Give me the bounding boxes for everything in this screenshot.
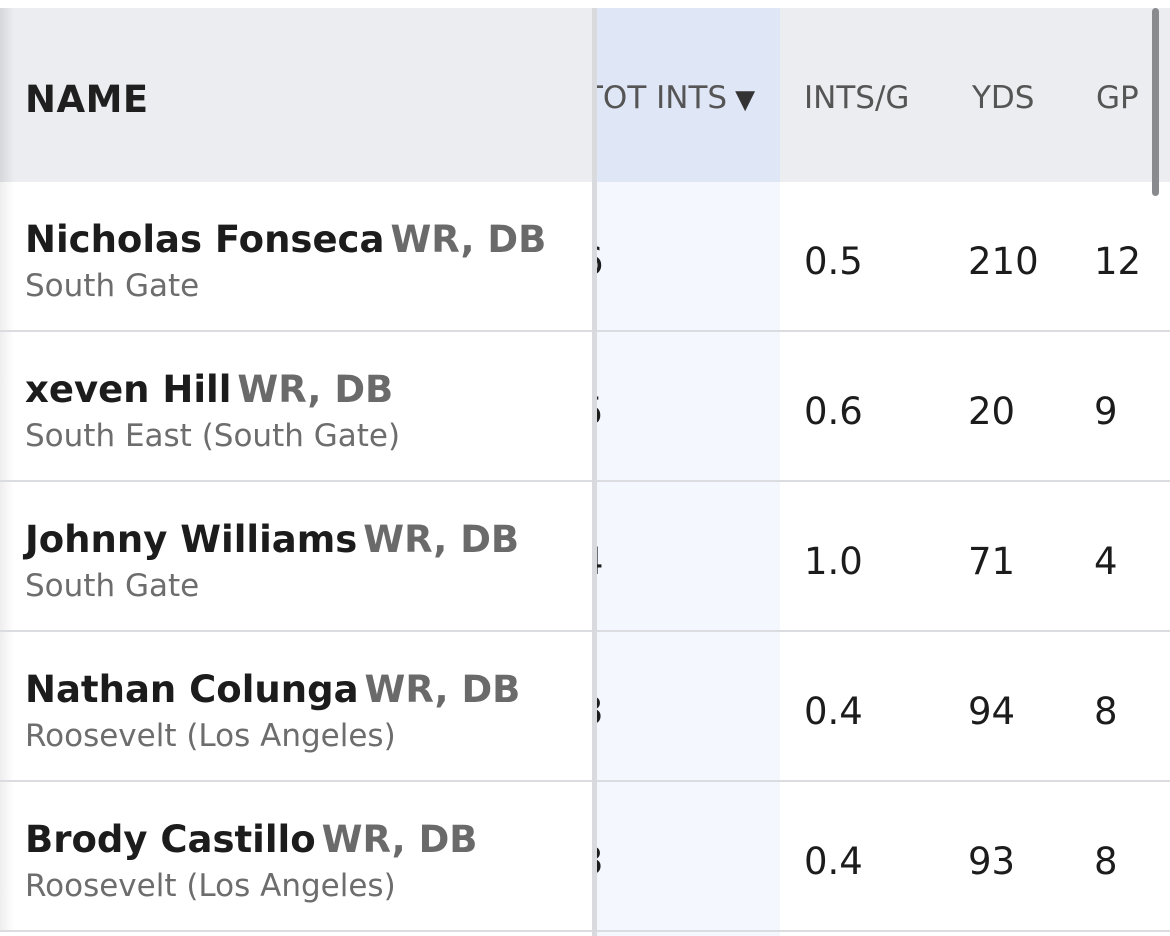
cell-tot-ints: 6 (596, 240, 610, 283)
table-row[interactable]: xeven Hill WR, DB South East (South Gate)… (0, 332, 1170, 482)
cell-ints-per-game: 0.4 (804, 840, 863, 883)
cell-tot-ints: 3 (596, 690, 610, 733)
player-name[interactable]: Brody Castillo (25, 818, 316, 861)
player-name-line: Johnny Williams WR, DB (25, 518, 519, 561)
player-school: South East (South Gate) (25, 418, 401, 454)
column-header-ints-per-game[interactable]: INTS/G (804, 80, 910, 116)
player-school: Roosevelt (Los Angeles) (25, 718, 396, 754)
horizontal-scrollbar[interactable] (1152, 8, 1159, 196)
frozen-column-divider (592, 8, 597, 936)
stats-table: NAME TOT INTS ▼ INTS/G YDS GP Nicholas Fo… (0, 8, 1170, 936)
player-name[interactable]: Johnny Williams (25, 518, 358, 561)
player-position: WR, DB (390, 218, 547, 261)
cell-gp: 8 (1094, 840, 1118, 883)
cell-tot-ints: 5 (596, 390, 610, 433)
cell-yds: 210 (968, 240, 1039, 283)
player-position: WR, DB (237, 368, 394, 411)
sorted-column-header-bg (596, 8, 780, 182)
column-header-name[interactable]: NAME (25, 78, 149, 121)
player-school: South Gate (25, 268, 200, 304)
player-position: WR, DB (363, 518, 520, 561)
cell-ints-per-game: 0.5 (804, 240, 863, 283)
cell-ints-per-game: 0.4 (804, 690, 863, 733)
player-position: WR, DB (364, 668, 521, 711)
cell-gp: 8 (1094, 690, 1118, 733)
cell-tot-ints: 3 (596, 840, 610, 883)
top-gap (0, 0, 1170, 8)
cell-ints-per-game: 0.6 (804, 390, 863, 433)
cell-gp: 4 (1094, 540, 1118, 583)
player-name-line: Nathan Colunga WR, DB (25, 668, 520, 711)
sort-descending-icon: ▼ (735, 85, 756, 115)
column-header-tot-ints[interactable]: TOT INTS ▼ (596, 80, 780, 116)
cell-yds: 93 (968, 840, 1016, 883)
table-header (0, 8, 1170, 182)
cell-ints-per-game: 1.0 (804, 540, 863, 583)
cell-gp: 12 (1094, 240, 1142, 283)
cell-yds: 94 (968, 690, 1016, 733)
table-row[interactable]: Nathan Colunga WR, DB Roosevelt (Los Ange… (0, 632, 1170, 782)
player-position: WR, DB (321, 818, 478, 861)
player-name-line: xeven Hill WR, DB (25, 368, 393, 411)
cell-yds: 71 (968, 540, 1016, 583)
player-name[interactable]: Nicholas Fonseca (25, 218, 385, 261)
cell-yds: 20 (968, 390, 1016, 433)
cell-tot-ints: 4 (596, 540, 610, 583)
player-name[interactable]: Nathan Colunga (25, 668, 359, 711)
tot-ints-label: TOT INTS (596, 80, 728, 116)
column-header-yds[interactable]: YDS (972, 80, 1035, 116)
player-name[interactable]: xeven Hill (25, 368, 232, 411)
player-name-line: Nicholas Fonseca WR, DB (25, 218, 546, 261)
table-row[interactable]: Brody Castillo WR, DB Roosevelt (Los Ange… (0, 782, 1170, 932)
player-name-line: Brody Castillo WR, DB (25, 818, 478, 861)
player-school: South Gate (25, 568, 200, 604)
cell-gp: 9 (1094, 390, 1118, 433)
column-header-gp[interactable]: GP (1096, 80, 1139, 116)
player-school: Roosevelt (Los Angeles) (25, 868, 396, 904)
